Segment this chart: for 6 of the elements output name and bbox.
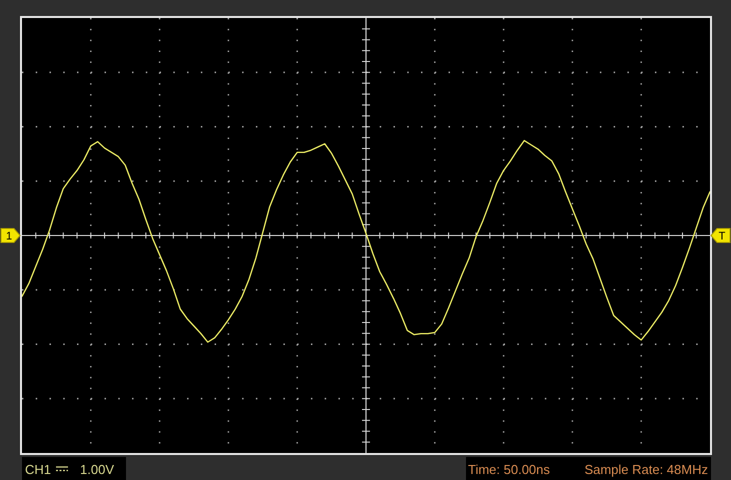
annotation: T [718,230,726,242]
text: 1.00V [80,462,114,477]
annotation: 1 [6,230,12,242]
text: Time: 50.00ns [468,462,550,477]
text: CH1 [25,462,52,477]
text: Sample Rate: 48MHz [584,462,708,477]
